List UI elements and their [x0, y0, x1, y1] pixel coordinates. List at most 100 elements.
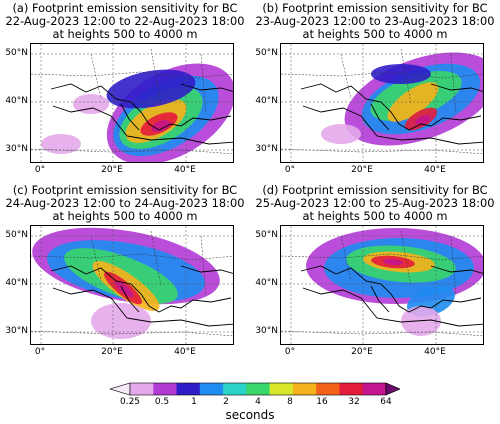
map-canvas: [31, 226, 233, 344]
footprint-field: [32, 227, 220, 339]
panel-title-line3: at heights 500 to 4000 m: [52, 209, 198, 223]
panel-b: (b) Footprint emission sensitivity for B…: [250, 0, 500, 180]
panel-title-line1: (a) Footprint emission sensitivity for B…: [12, 1, 238, 15]
panel-title: (c) Footprint emission sensitivity for B…: [0, 184, 250, 223]
lat-label: 30°N: [5, 144, 28, 154]
colorbar-segment: [130, 383, 154, 395]
lat-label: 40°N: [255, 278, 278, 288]
lat-label: 50°N: [5, 230, 28, 240]
colorbar-frame: [129, 382, 387, 396]
coastline: [300, 83, 483, 145]
lon-label: 0°: [34, 347, 46, 357]
colorbar-tick: 16: [316, 397, 328, 407]
colorbar-segment: [176, 383, 201, 395]
panel-title-line1: (d) Footprint emission sensitivity for B…: [262, 183, 488, 197]
map-canvas: [281, 44, 483, 162]
map-canvas: [31, 44, 233, 162]
lat-label: 50°N: [255, 48, 278, 58]
lon-label: 40°E: [424, 347, 446, 357]
panel-d: (d) Footprint emission sensitivity for B…: [250, 182, 500, 362]
lon-label: 40°E: [174, 347, 196, 357]
panel-title-line2: 24-Aug-2023 12:00 to 24-Aug-2023 18:00: [5, 196, 245, 210]
panel-title: (a) Footprint emission sensitivity for B…: [0, 2, 250, 41]
panel-a: (a) Footprint emission sensitivity for B…: [0, 0, 250, 180]
colorbar-segment: [269, 383, 294, 395]
lon-label: 0°: [284, 165, 296, 175]
footprint-contour: [371, 64, 431, 84]
lon-label: 20°E: [351, 347, 373, 357]
colorbar-label: seconds: [225, 408, 275, 422]
lon-label: 0°: [34, 165, 46, 175]
panel-title-line1: (b) Footprint emission sensitivity for B…: [262, 1, 488, 15]
lat-label: 40°N: [5, 278, 28, 288]
colorbar-tick: 32: [348, 397, 360, 407]
colorbar-segment: [362, 383, 387, 395]
footprint-contour: [321, 124, 361, 144]
gridlines: [31, 44, 233, 162]
colorbar-segment: [316, 383, 340, 395]
colorbar-extend-min: [110, 382, 131, 396]
panel-c: (c) Footprint emission sensitivity for B…: [0, 182, 250, 362]
footprint-contour: [114, 280, 134, 298]
footprint-contour: [383, 258, 403, 266]
panel-title: (b) Footprint emission sensitivity for B…: [250, 2, 500, 41]
footprint-map: [30, 43, 234, 163]
panel-title-line2: 22-Aug-2023 12:00 to 22-Aug-2023 18:00: [5, 14, 245, 28]
lat-label: 30°N: [5, 326, 28, 336]
footprint-field: [41, 63, 233, 162]
panel-title-line1: (c) Footprint emission sensitivity for B…: [12, 183, 238, 197]
footprint-field: [321, 52, 483, 146]
footprint-contour: [106, 69, 196, 109]
gridlines: [31, 226, 233, 344]
colorbar-segment: [339, 383, 364, 395]
footprint-map: [30, 225, 234, 345]
lat-label: 40°N: [5, 96, 28, 106]
footprint-contour: [415, 115, 431, 125]
lon-label: 20°E: [351, 165, 373, 175]
footprint-field: [306, 228, 483, 336]
colorbar-segment: [199, 383, 224, 395]
colorbar-tick: 2: [223, 397, 229, 407]
footprint-contour: [41, 134, 81, 154]
lat-label: 50°N: [255, 230, 278, 240]
lon-label: 20°E: [101, 165, 123, 175]
panel-title-line3: at heights 500 to 4000 m: [302, 27, 448, 41]
colorbar-tick: 0.5: [154, 397, 170, 407]
colorbar-tick: 0.25: [119, 397, 141, 407]
lon-label: 0°: [284, 347, 296, 357]
colorbar-tick: 4: [255, 397, 261, 407]
country-borders: [31, 48, 233, 155]
panel-title-line2: 25-Aug-2023 12:00 to 25-Aug-2023 18:00: [255, 196, 495, 210]
country-borders: [281, 48, 483, 155]
footprint-map: [280, 225, 484, 345]
colorbar-segment: [292, 383, 317, 395]
colorbar-graphic: [110, 382, 400, 396]
colorbar-tick: 1: [191, 397, 197, 407]
lat-label: 30°N: [255, 326, 278, 336]
coastline: [300, 265, 483, 327]
lon-label: 20°E: [101, 347, 123, 357]
footprint-contour: [73, 94, 109, 114]
lat-label: 40°N: [255, 96, 278, 106]
footprint-contour: [91, 303, 151, 339]
map-canvas: [281, 226, 483, 344]
colorbar-segment: [246, 383, 271, 395]
colorbar-tick: 8: [287, 397, 293, 407]
colorbar-extend-max: [385, 382, 400, 396]
gridlines: [281, 44, 483, 162]
colorbar: [110, 382, 400, 396]
lon-label: 40°E: [424, 165, 446, 175]
colorbar-segment: [223, 383, 247, 395]
lat-label: 30°N: [255, 144, 278, 154]
footprint-contour: [151, 120, 171, 132]
country-borders: [31, 230, 233, 337]
coastline: [50, 265, 233, 327]
coastline: [50, 83, 233, 145]
lon-label: 40°E: [174, 165, 196, 175]
colorbar-tick: 64: [380, 397, 392, 407]
panel-title-line2: 23-Aug-2023 12:00 to 23-Aug-2023 18:00: [255, 14, 495, 28]
panel-title-line3: at heights 500 to 4000 m: [302, 209, 448, 223]
panel-title: (d) Footprint emission sensitivity for B…: [250, 184, 500, 223]
panel-title-line3: at heights 500 to 4000 m: [52, 27, 198, 41]
gridlines: [281, 226, 483, 344]
